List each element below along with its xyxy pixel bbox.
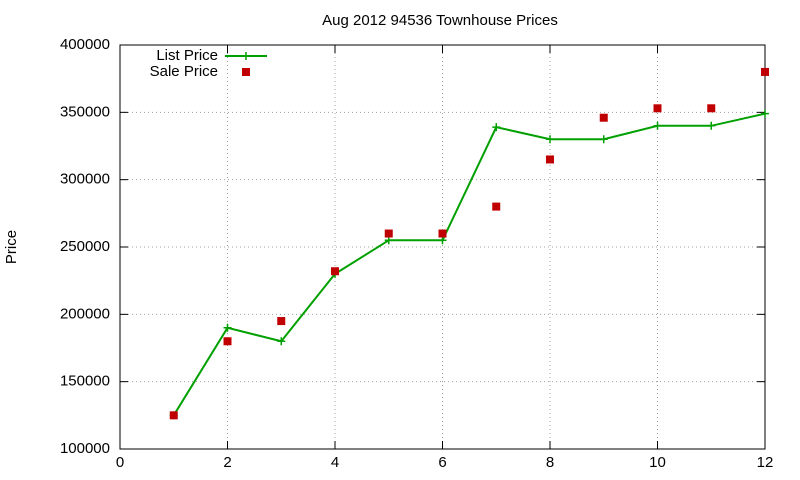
data-point xyxy=(492,123,501,132)
y-tick-label: 150000 xyxy=(60,373,110,390)
x-tick-label: 6 xyxy=(438,454,446,471)
y-tick-label: 100000 xyxy=(60,440,110,457)
y-tick-label: 350000 xyxy=(60,103,110,120)
x-tick-label: 4 xyxy=(331,454,339,471)
data-point xyxy=(546,135,554,144)
y-tick-label: 300000 xyxy=(60,171,110,188)
plot-border xyxy=(119,44,766,450)
legend-swatch xyxy=(242,52,250,60)
data-point xyxy=(599,113,608,122)
data-point xyxy=(653,104,662,113)
data-point xyxy=(653,121,662,130)
data-point xyxy=(438,236,447,245)
data-point xyxy=(223,323,232,332)
data-point xyxy=(277,337,286,346)
chart-title: Aug 2012 94536 Townhouse Prices xyxy=(322,12,558,29)
data-point xyxy=(438,229,447,238)
data-point xyxy=(761,67,769,76)
data-point xyxy=(761,109,769,118)
data-point xyxy=(707,104,716,113)
data-point xyxy=(546,155,554,164)
data-point xyxy=(169,411,178,420)
x-tick-label: 12 xyxy=(757,454,774,471)
series-line xyxy=(172,112,766,416)
data-point xyxy=(331,267,339,276)
x-tick-label: 2 xyxy=(223,454,231,471)
y-tick-label: 200000 xyxy=(60,305,110,322)
data-point xyxy=(223,337,232,346)
data-point xyxy=(492,202,501,211)
data-point xyxy=(277,317,286,326)
data-point xyxy=(599,135,608,144)
x-tick-label: 8 xyxy=(546,454,554,471)
data-point xyxy=(384,236,393,245)
data-point xyxy=(384,229,393,238)
y-axis-label: Price xyxy=(3,230,20,264)
legend-label: Sale Price xyxy=(150,63,218,80)
legend-swatch xyxy=(242,68,250,76)
x-tick-label: 0 xyxy=(116,454,124,471)
x-tick-label: 10 xyxy=(649,454,666,471)
y-tick-label: 400000 xyxy=(60,36,110,53)
data-point xyxy=(707,121,716,130)
y-tick-label: 250000 xyxy=(60,238,110,255)
legend-label: List Price xyxy=(156,47,218,64)
